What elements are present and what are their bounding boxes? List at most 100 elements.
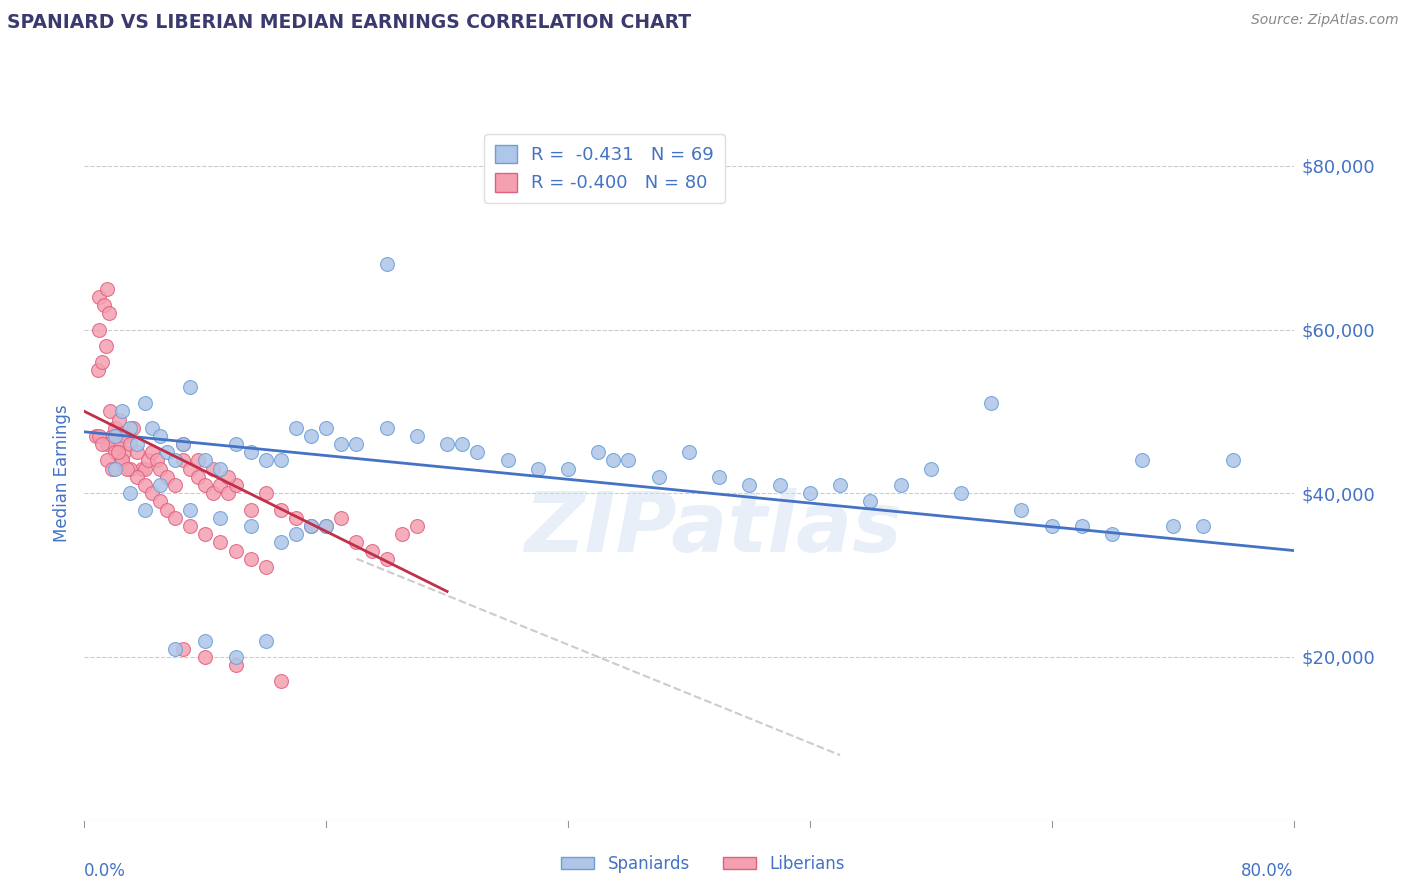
Point bbox=[270, 674, 292, 689]
Point bbox=[451, 437, 474, 451]
Point bbox=[156, 470, 179, 484]
Point bbox=[217, 486, 239, 500]
Point bbox=[254, 486, 277, 500]
Point bbox=[330, 437, 353, 451]
Point bbox=[91, 437, 114, 451]
Text: 0.0%: 0.0% bbox=[84, 863, 127, 880]
Point bbox=[496, 453, 519, 467]
Point bbox=[360, 543, 382, 558]
Point bbox=[299, 429, 322, 443]
Point bbox=[118, 437, 141, 451]
Point bbox=[1222, 453, 1244, 467]
Point bbox=[172, 453, 194, 467]
Point bbox=[588, 445, 610, 459]
Point bbox=[950, 486, 973, 500]
Point bbox=[254, 560, 277, 574]
Point bbox=[602, 453, 624, 467]
Point bbox=[209, 535, 232, 549]
Point bbox=[149, 461, 172, 475]
Point bbox=[118, 486, 141, 500]
Point bbox=[172, 437, 194, 451]
Point bbox=[1071, 519, 1094, 533]
Point bbox=[134, 502, 156, 516]
Point bbox=[270, 535, 292, 549]
Point bbox=[165, 478, 187, 492]
Point bbox=[89, 322, 111, 336]
Point bbox=[136, 453, 159, 467]
Point bbox=[127, 445, 149, 459]
Point bbox=[1040, 519, 1063, 533]
Point bbox=[225, 649, 247, 664]
Point bbox=[134, 461, 156, 475]
Point bbox=[149, 478, 172, 492]
Point bbox=[920, 461, 942, 475]
Point bbox=[100, 461, 122, 475]
Point bbox=[156, 445, 179, 459]
Point bbox=[1101, 527, 1123, 541]
Point bbox=[285, 527, 308, 541]
Point bbox=[194, 527, 217, 541]
Point bbox=[111, 453, 134, 467]
Point bbox=[285, 421, 308, 435]
Point bbox=[1192, 519, 1215, 533]
Point bbox=[93, 298, 115, 312]
Point bbox=[121, 421, 143, 435]
Point bbox=[890, 478, 912, 492]
Point bbox=[1130, 453, 1153, 467]
Point bbox=[104, 445, 127, 459]
Point bbox=[134, 478, 156, 492]
Point bbox=[709, 470, 731, 484]
Point bbox=[225, 543, 247, 558]
Point bbox=[254, 633, 277, 648]
Text: Source: ZipAtlas.com: Source: ZipAtlas.com bbox=[1251, 13, 1399, 28]
Point bbox=[648, 470, 671, 484]
Text: 80.0%: 80.0% bbox=[1241, 863, 1294, 880]
Point bbox=[141, 445, 163, 459]
Point bbox=[96, 453, 118, 467]
Point bbox=[315, 421, 337, 435]
Point bbox=[111, 404, 134, 418]
Point bbox=[239, 445, 262, 459]
Point bbox=[194, 649, 217, 664]
Point bbox=[146, 453, 169, 467]
Text: ZIPatlas: ZIPatlas bbox=[524, 488, 903, 569]
Point bbox=[225, 658, 247, 673]
Point bbox=[105, 429, 128, 443]
Point bbox=[738, 478, 761, 492]
Point bbox=[375, 257, 398, 271]
Point bbox=[131, 461, 153, 475]
Point bbox=[107, 445, 129, 459]
Point bbox=[165, 453, 187, 467]
Point bbox=[239, 519, 262, 533]
Point bbox=[201, 486, 224, 500]
Point bbox=[270, 502, 292, 516]
Point bbox=[89, 429, 111, 443]
Point bbox=[194, 633, 217, 648]
Point bbox=[678, 445, 700, 459]
Point bbox=[89, 290, 111, 304]
Point bbox=[467, 445, 489, 459]
Point bbox=[617, 453, 640, 467]
Point bbox=[112, 445, 135, 459]
Point bbox=[194, 453, 217, 467]
Point bbox=[179, 502, 201, 516]
Point bbox=[98, 404, 121, 418]
Point bbox=[127, 470, 149, 484]
Point bbox=[1161, 519, 1184, 533]
Point bbox=[217, 470, 239, 484]
Point bbox=[87, 363, 110, 377]
Point bbox=[1011, 502, 1033, 516]
Point bbox=[436, 437, 458, 451]
Point bbox=[108, 412, 131, 426]
Point bbox=[104, 429, 127, 443]
Point bbox=[799, 486, 821, 500]
Point bbox=[149, 429, 172, 443]
Point bbox=[187, 453, 209, 467]
Text: SPANIARD VS LIBERIAN MEDIAN EARNINGS CORRELATION CHART: SPANIARD VS LIBERIAN MEDIAN EARNINGS COR… bbox=[7, 13, 692, 32]
Point bbox=[406, 519, 429, 533]
Point bbox=[375, 551, 398, 566]
Point bbox=[97, 306, 120, 320]
Point bbox=[118, 421, 141, 435]
Point bbox=[209, 510, 232, 524]
Point bbox=[96, 437, 118, 451]
